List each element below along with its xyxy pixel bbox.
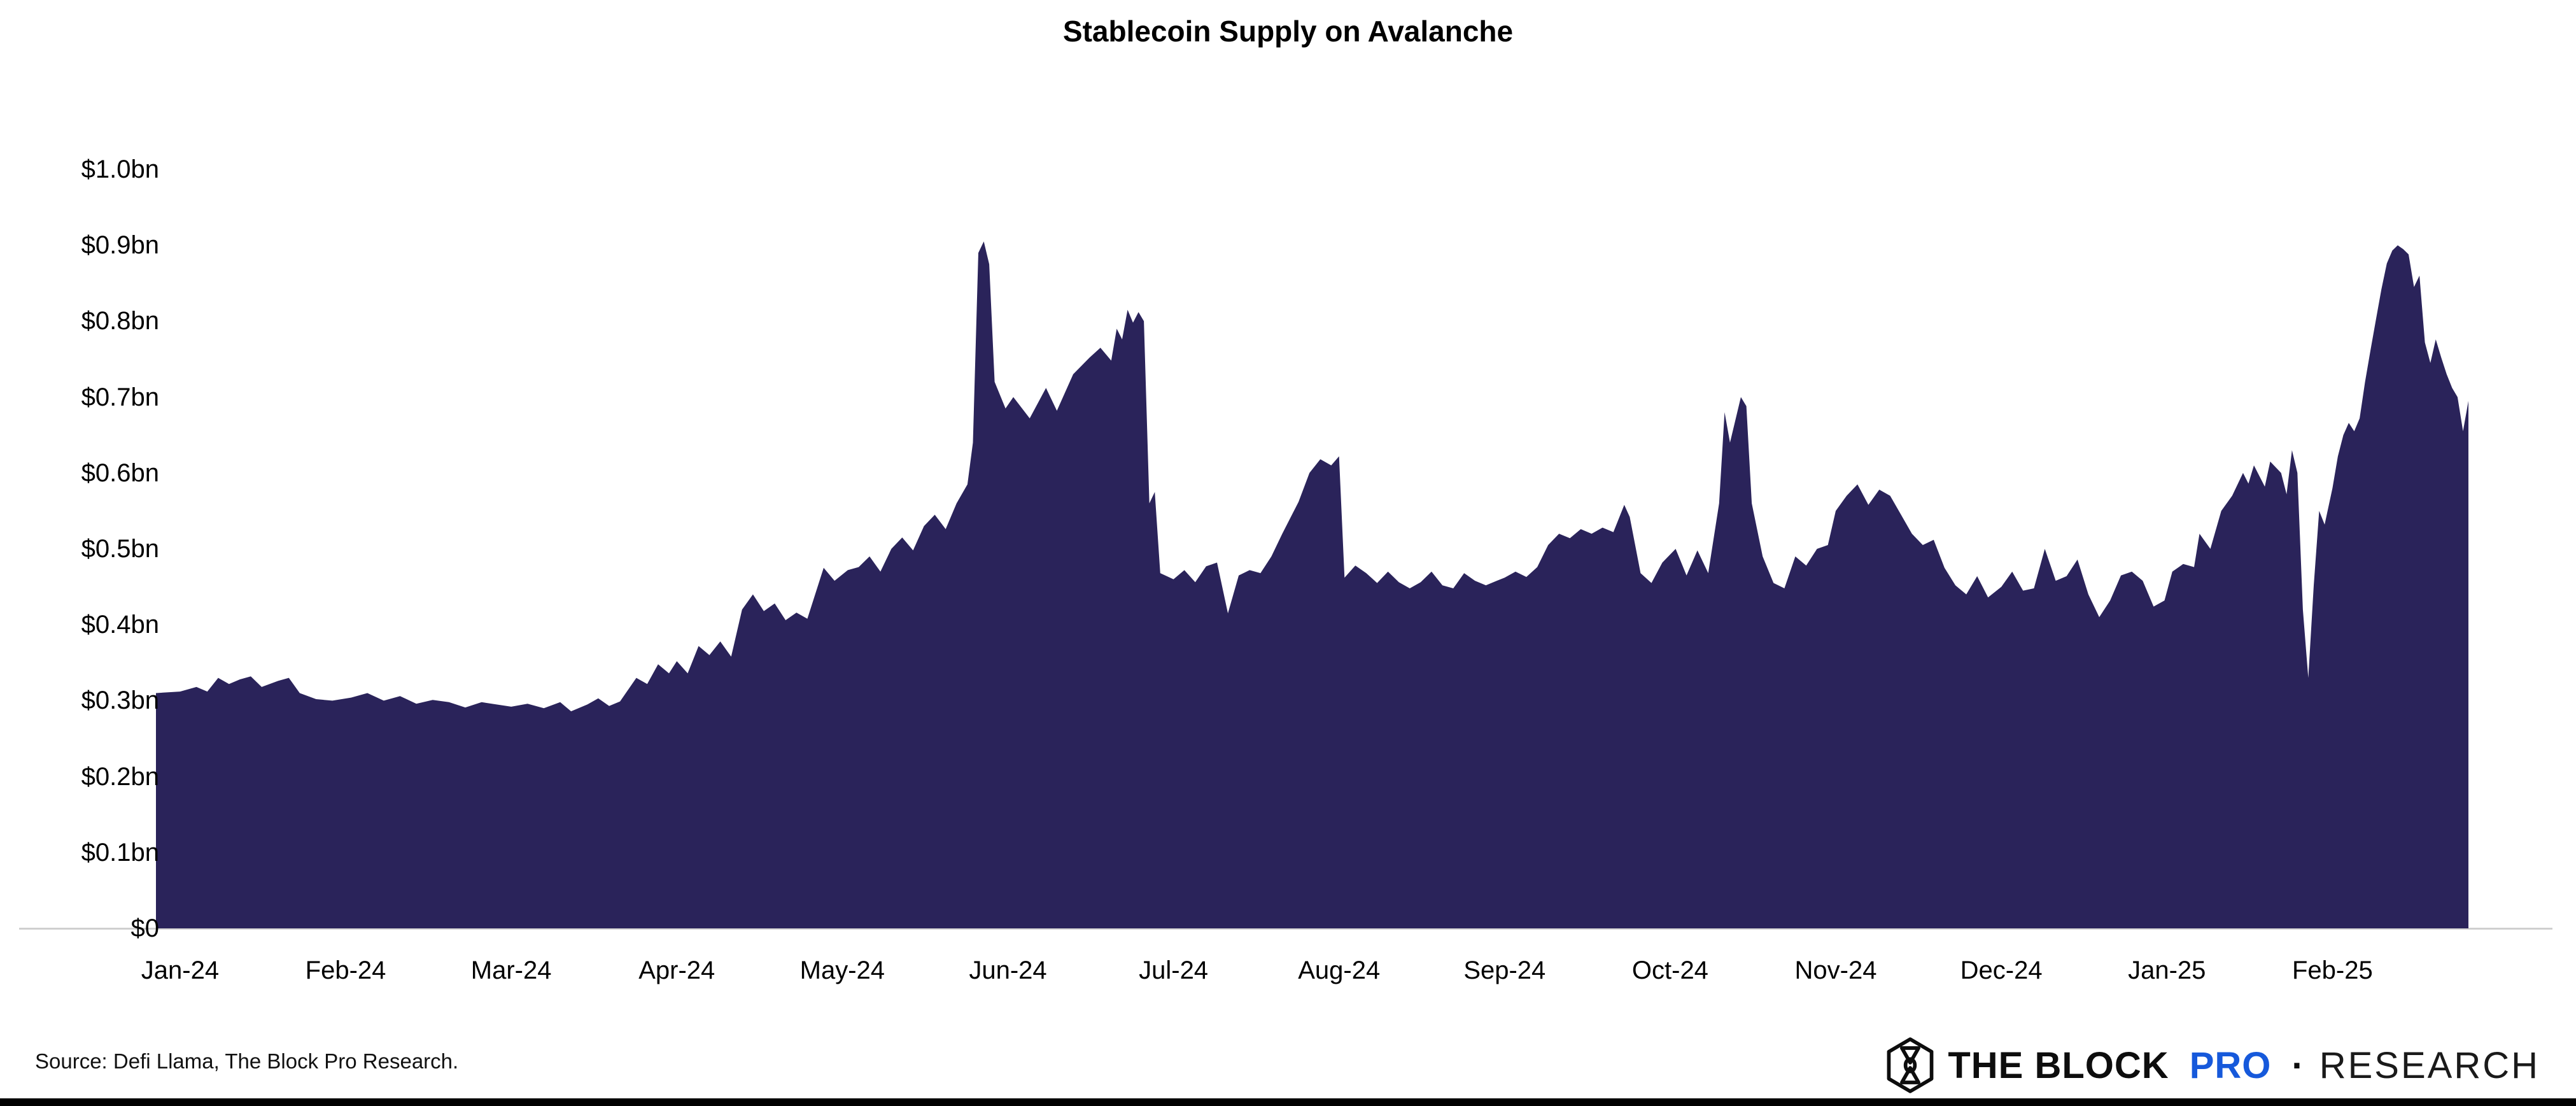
logo-text-pro: PRO — [2189, 1044, 2272, 1086]
the-block-pro-research-logo: THE BLOCK PRO · RESEARCH — [1884, 1037, 2540, 1094]
area-series-shape — [156, 241, 2468, 929]
x-tick-label: Mar-24 — [470, 956, 552, 984]
y-tick-label: $0.6bn — [81, 458, 159, 487]
bottom-black-bar — [0, 1098, 2576, 1106]
logo-separator-dot: · — [2291, 1044, 2304, 1086]
the-block-cube-icon — [1887, 1037, 1934, 1093]
x-tick-label: Aug-24 — [1298, 956, 1381, 984]
logo-text-research: RESEARCH — [2319, 1044, 2540, 1086]
y-tick-label: $0.3bn — [81, 686, 159, 715]
x-tick-label: Sep-24 — [1463, 956, 1546, 984]
x-tick-label: Jun-24 — [969, 956, 1047, 984]
chart-title: Stablecoin Supply on Avalanche — [1062, 15, 1514, 48]
logo-text-the-block: THE BLOCK — [1948, 1044, 2169, 1086]
x-tick-label: Apr-24 — [638, 956, 715, 984]
y-tick-label: $0.9bn — [81, 231, 159, 260]
x-tick-label: Jul-24 — [1139, 956, 1209, 984]
y-tick-label: $0 — [130, 914, 160, 942]
y-tick-label: $0.7bn — [81, 383, 159, 411]
x-tick-label: Feb-24 — [305, 956, 386, 984]
x-tick-label: Feb-25 — [2291, 956, 2373, 984]
x-tick-label: Oct-24 — [1631, 956, 1708, 984]
x-tick-label: Dec-24 — [1960, 956, 2043, 984]
y-tick-label: $1.0bn — [81, 155, 159, 183]
y-tick-label: $0.8bn — [81, 307, 159, 336]
y-tick-label: $0.4bn — [81, 611, 159, 639]
source-note: Source: Defi Llama, The Block Pro Resear… — [35, 1049, 459, 1073]
x-tick-label: May-24 — [799, 956, 885, 984]
x-tick-label: Jan-25 — [2128, 956, 2206, 984]
y-tick-label: $0.2bn — [81, 762, 159, 791]
y-tick-label: $0.1bn — [81, 838, 159, 867]
x-tick-label: Jan-24 — [141, 956, 220, 984]
y-tick-label: $0.5bn — [81, 535, 159, 563]
x-tick-label: Nov-24 — [1794, 956, 1877, 984]
x-axis-line — [19, 928, 2552, 930]
